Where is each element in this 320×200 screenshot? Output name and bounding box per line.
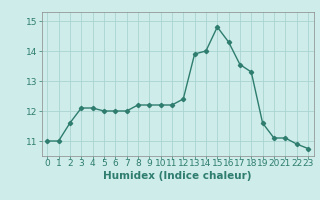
X-axis label: Humidex (Indice chaleur): Humidex (Indice chaleur) — [103, 171, 252, 181]
